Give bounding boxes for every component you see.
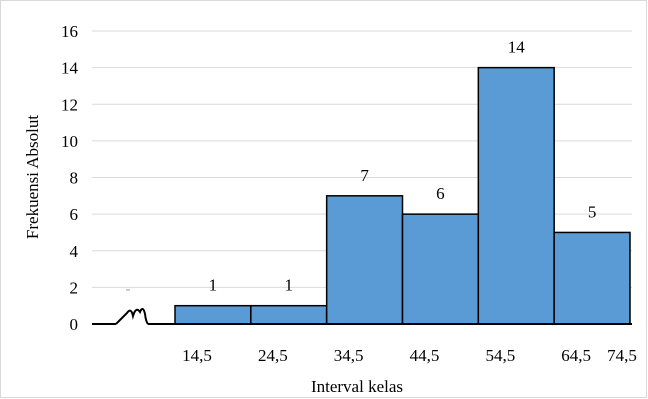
y-tick-label: 4 — [70, 242, 79, 261]
x-axis-title: Interval kelas — [311, 377, 403, 396]
data-label: 6 — [436, 184, 445, 203]
bars — [174, 66, 631, 325]
x-tick-label: 34,5 — [334, 346, 364, 365]
y-tick-label: 6 — [70, 205, 79, 224]
y-tick-label: 0 — [70, 315, 79, 334]
y-tick-label: 14 — [61, 59, 79, 78]
data-labels: 1 1 7 6 14 5 — [209, 38, 597, 295]
data-label: 14 — [508, 38, 526, 57]
y-axis-title: Frekuensi Absolut — [23, 115, 42, 239]
x-tick-label: 54,5 — [485, 346, 515, 365]
data-label: 5 — [588, 202, 597, 221]
axis-break-mark — [115, 308, 149, 325]
histogram-bar — [250, 304, 328, 325]
x-tick-label: 44,5 — [410, 346, 440, 365]
histogram-bar — [325, 195, 404, 325]
y-tick-label: 12 — [61, 95, 78, 114]
x-tick-label: 74,5 — [607, 346, 637, 365]
data-label: 1 — [285, 276, 294, 295]
y-tick-label: 10 — [61, 132, 78, 151]
axes — [92, 289, 632, 325]
y-tick-label: 16 — [61, 22, 78, 41]
y-tick-labels: 0 2 4 6 8 10 12 14 16 — [61, 22, 79, 334]
data-label: 7 — [360, 166, 369, 185]
y-tick-label: 2 — [70, 278, 79, 297]
x-tick-label: 24,5 — [258, 346, 288, 365]
histogram-bar — [553, 231, 631, 325]
histogram-bar — [401, 213, 480, 325]
x-tick-label: 64,5 — [561, 346, 591, 365]
x-tick-label: 14,5 — [182, 346, 212, 365]
x-tick-labels: 14,5 24,5 34,5 44,5 54,5 64,5 74,5 — [182, 346, 637, 365]
histogram-bar — [477, 66, 555, 325]
y-tick-label: 8 — [70, 169, 79, 188]
data-label: 1 — [209, 276, 218, 295]
histogram-bar — [174, 304, 252, 325]
